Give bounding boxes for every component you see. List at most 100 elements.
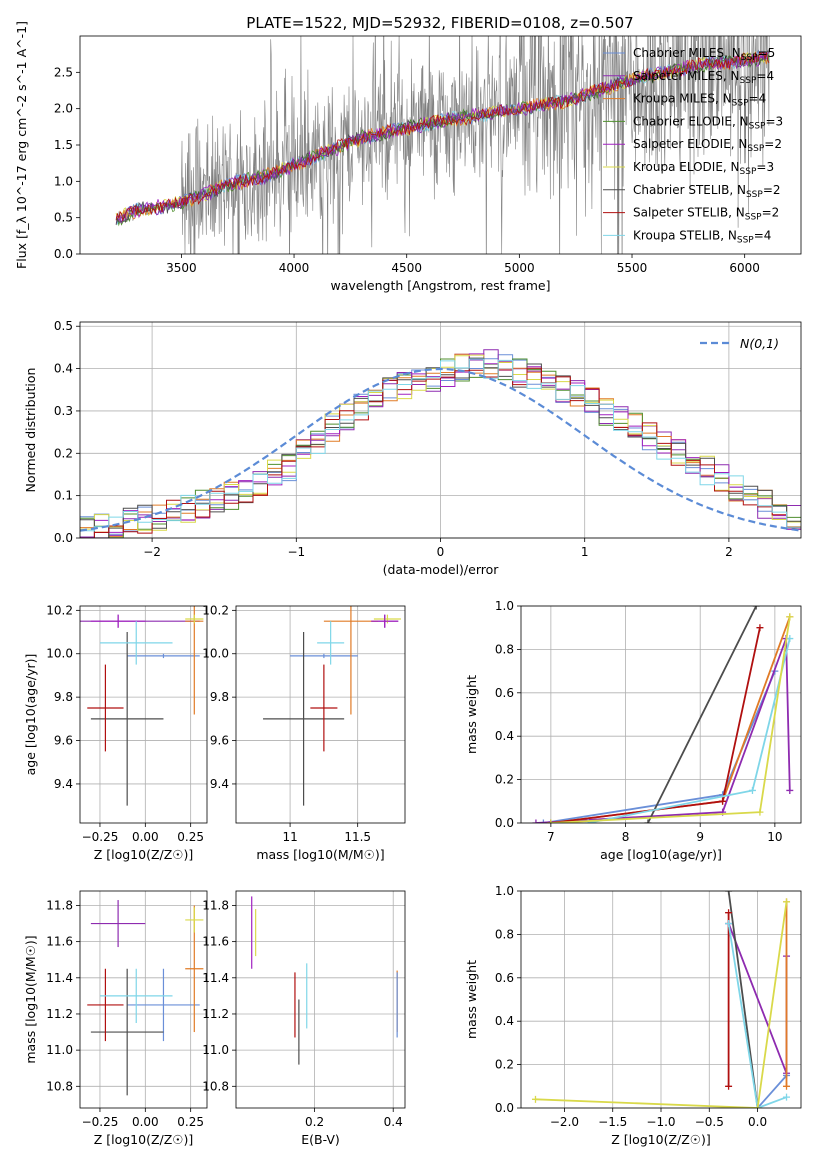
legend-entry: Salpeter STELIB, NSSP=2 [633, 206, 779, 223]
legend-value: =2 [764, 137, 782, 151]
x-axis-label: Z [log10(Z/Z☉)] [94, 1132, 194, 1147]
y-tick-label: 10.2 [202, 603, 229, 617]
y-tick-label: 11.6 [202, 935, 229, 949]
legend-subscript: SSP [740, 167, 757, 177]
plot-area [80, 606, 204, 806]
axes-frame [79, 321, 802, 539]
plot-area [115, 36, 770, 254]
legend-text: Chabrier MILES, N [633, 46, 741, 60]
x-tick-label: 0.00 [132, 1115, 159, 1129]
legend-subscript: SSP [741, 53, 758, 63]
y-tick-label: 10.0 [202, 647, 229, 661]
x-axis-label: mass [log10(M/M☉)] [256, 847, 384, 862]
x-tick-label: 0.4 [384, 1115, 403, 1129]
series-marker [748, 786, 756, 794]
axes-frame [520, 605, 802, 824]
panel-5: −0.25 0.00 0.25 10.8 11.0 11.2 11.4 11.6 11.8 Z [… [23, 890, 208, 1147]
x-axis-label: (data-model)/error [383, 562, 500, 577]
plot-area [263, 606, 401, 806]
x-tick-label: 1 [581, 545, 589, 559]
legend-entry: Kroupa STELIB, NSSP=4 [633, 228, 771, 245]
y-tick-label: 11.2 [202, 1007, 229, 1021]
series-kroupa-elodie [535, 901, 788, 1108]
legend-entry: Kroupa ELODIE, NSSP=3 [633, 160, 774, 177]
y-tick-label: 0.0 [495, 816, 514, 830]
plot-area [80, 349, 801, 538]
legend-subscript: SSP [747, 144, 764, 154]
figure-title: PLATE=1522, MJD=52932, FIBERID=0108, z=0… [246, 14, 633, 32]
x-axis-label: wavelength [Angstrom, rest frame] [330, 278, 550, 293]
plot-area [532, 606, 794, 823]
series-marker [783, 1093, 791, 1101]
y-tick-label: 11.4 [46, 971, 73, 985]
x-tick-label: −1.5 [598, 1115, 627, 1129]
x-tick-label: −1.0 [646, 1115, 675, 1129]
series-marker [539, 819, 547, 823]
panel-7: −2.0 −1.5 −1.0 −0.5 0.0 0.0 0.2 0.4 0.6 0.8 1.0 Z [… [464, 884, 802, 1147]
x-tick-label: 2 [725, 545, 733, 559]
x-axis-label: Z [log10(Z/Z☉)] [611, 1132, 711, 1147]
panel-3: 11 11.5 9.4 9.6 9.8 10.0 10.2 mass [log10(M/M☉)… [202, 603, 406, 862]
y-tick-label: 0.0 [54, 247, 73, 261]
series-marker [547, 819, 555, 823]
y-tick-label: 0.0 [495, 1101, 514, 1115]
y-tick-label: 9.4 [210, 777, 229, 791]
x-tick-label: 11 [282, 830, 297, 844]
legend-value: =4 [754, 228, 772, 242]
x-tick-label: −2.0 [550, 1115, 579, 1129]
axes-frame [520, 890, 802, 1109]
x-tick-label: 5500 [617, 261, 648, 275]
legend-subscript: SSP [749, 121, 766, 131]
y-tick-label: 0.5 [54, 319, 73, 333]
panel-6: 0.2 0.4 10.8 11.0 11.2 11.4 11.6 11.8 E(B-V) [202, 890, 406, 1147]
series-marker [719, 797, 727, 805]
legend-entry: Kroupa MILES, NSSP=4 [633, 92, 766, 109]
series-marker [786, 613, 794, 621]
x-tick-label: 8 [622, 830, 630, 844]
x-tick-label: −0.25 [82, 830, 119, 844]
y-tick-label: 0.2 [495, 1058, 514, 1072]
plot-area [251, 896, 398, 1065]
series-marker [644, 819, 652, 823]
series-marker [725, 1082, 733, 1090]
y-tick-label: 11.4 [202, 971, 229, 985]
y-tick-label: 10.0 [46, 647, 73, 661]
y-tick-label: 1.5 [54, 138, 73, 152]
y-tick-label: 2.5 [54, 65, 73, 79]
series-chabrier-miles [756, 1074, 788, 1108]
x-tick-label: 0.25 [177, 830, 204, 844]
legend-entry: N(0,1) [740, 336, 779, 351]
y-tick-label: 10.8 [202, 1079, 229, 1093]
y-tick-label: 0.3 [54, 404, 73, 418]
y-tick-label: 11.2 [46, 1007, 73, 1021]
series-marker [756, 624, 764, 632]
legend-text: Kroupa ELODIE, N [633, 160, 740, 174]
y-tick-label: 11.8 [46, 898, 73, 912]
x-tick-label: 0.00 [132, 830, 159, 844]
series-marker [725, 891, 733, 895]
series-marker [786, 635, 794, 643]
x-tick-label: 10 [767, 830, 782, 844]
y-axis-label: Normed distribution [23, 368, 38, 493]
series-marker [783, 898, 791, 906]
x-axis-label: age [log10(age/yr)] [600, 847, 722, 862]
panel-0: 3500 4000 4500 5000 5500 6000 0.0 0.5 1.0 1.5 2.0 2… [14, 21, 802, 293]
y-axis-label: Flux [f_λ 10^-17 erg cm^-2 s^-1 A^-1] [14, 21, 29, 269]
x-tick-label: 0.25 [177, 1115, 204, 1129]
x-tick-label: −0.5 [695, 1115, 724, 1129]
legend-entry: Chabrier STELIB, NSSP=2 [633, 183, 781, 200]
y-tick-label: 0.2 [495, 773, 514, 787]
y-tick-label: 11.8 [202, 898, 229, 912]
series-kroupa-stelib [588, 638, 791, 823]
gaussian-curve [80, 367, 801, 532]
y-tick-label: 9.6 [210, 734, 229, 748]
legend-subscript: SSP [740, 76, 757, 86]
x-axis-label: Z [log10(Z/Z☉)] [94, 847, 194, 862]
legend-entry: Chabrier MILES, NSSP=5 [633, 46, 775, 63]
legend-value: =4 [749, 92, 767, 106]
y-tick-label: 10.8 [46, 1079, 73, 1093]
series-marker [725, 920, 733, 928]
series-marker [532, 819, 540, 823]
